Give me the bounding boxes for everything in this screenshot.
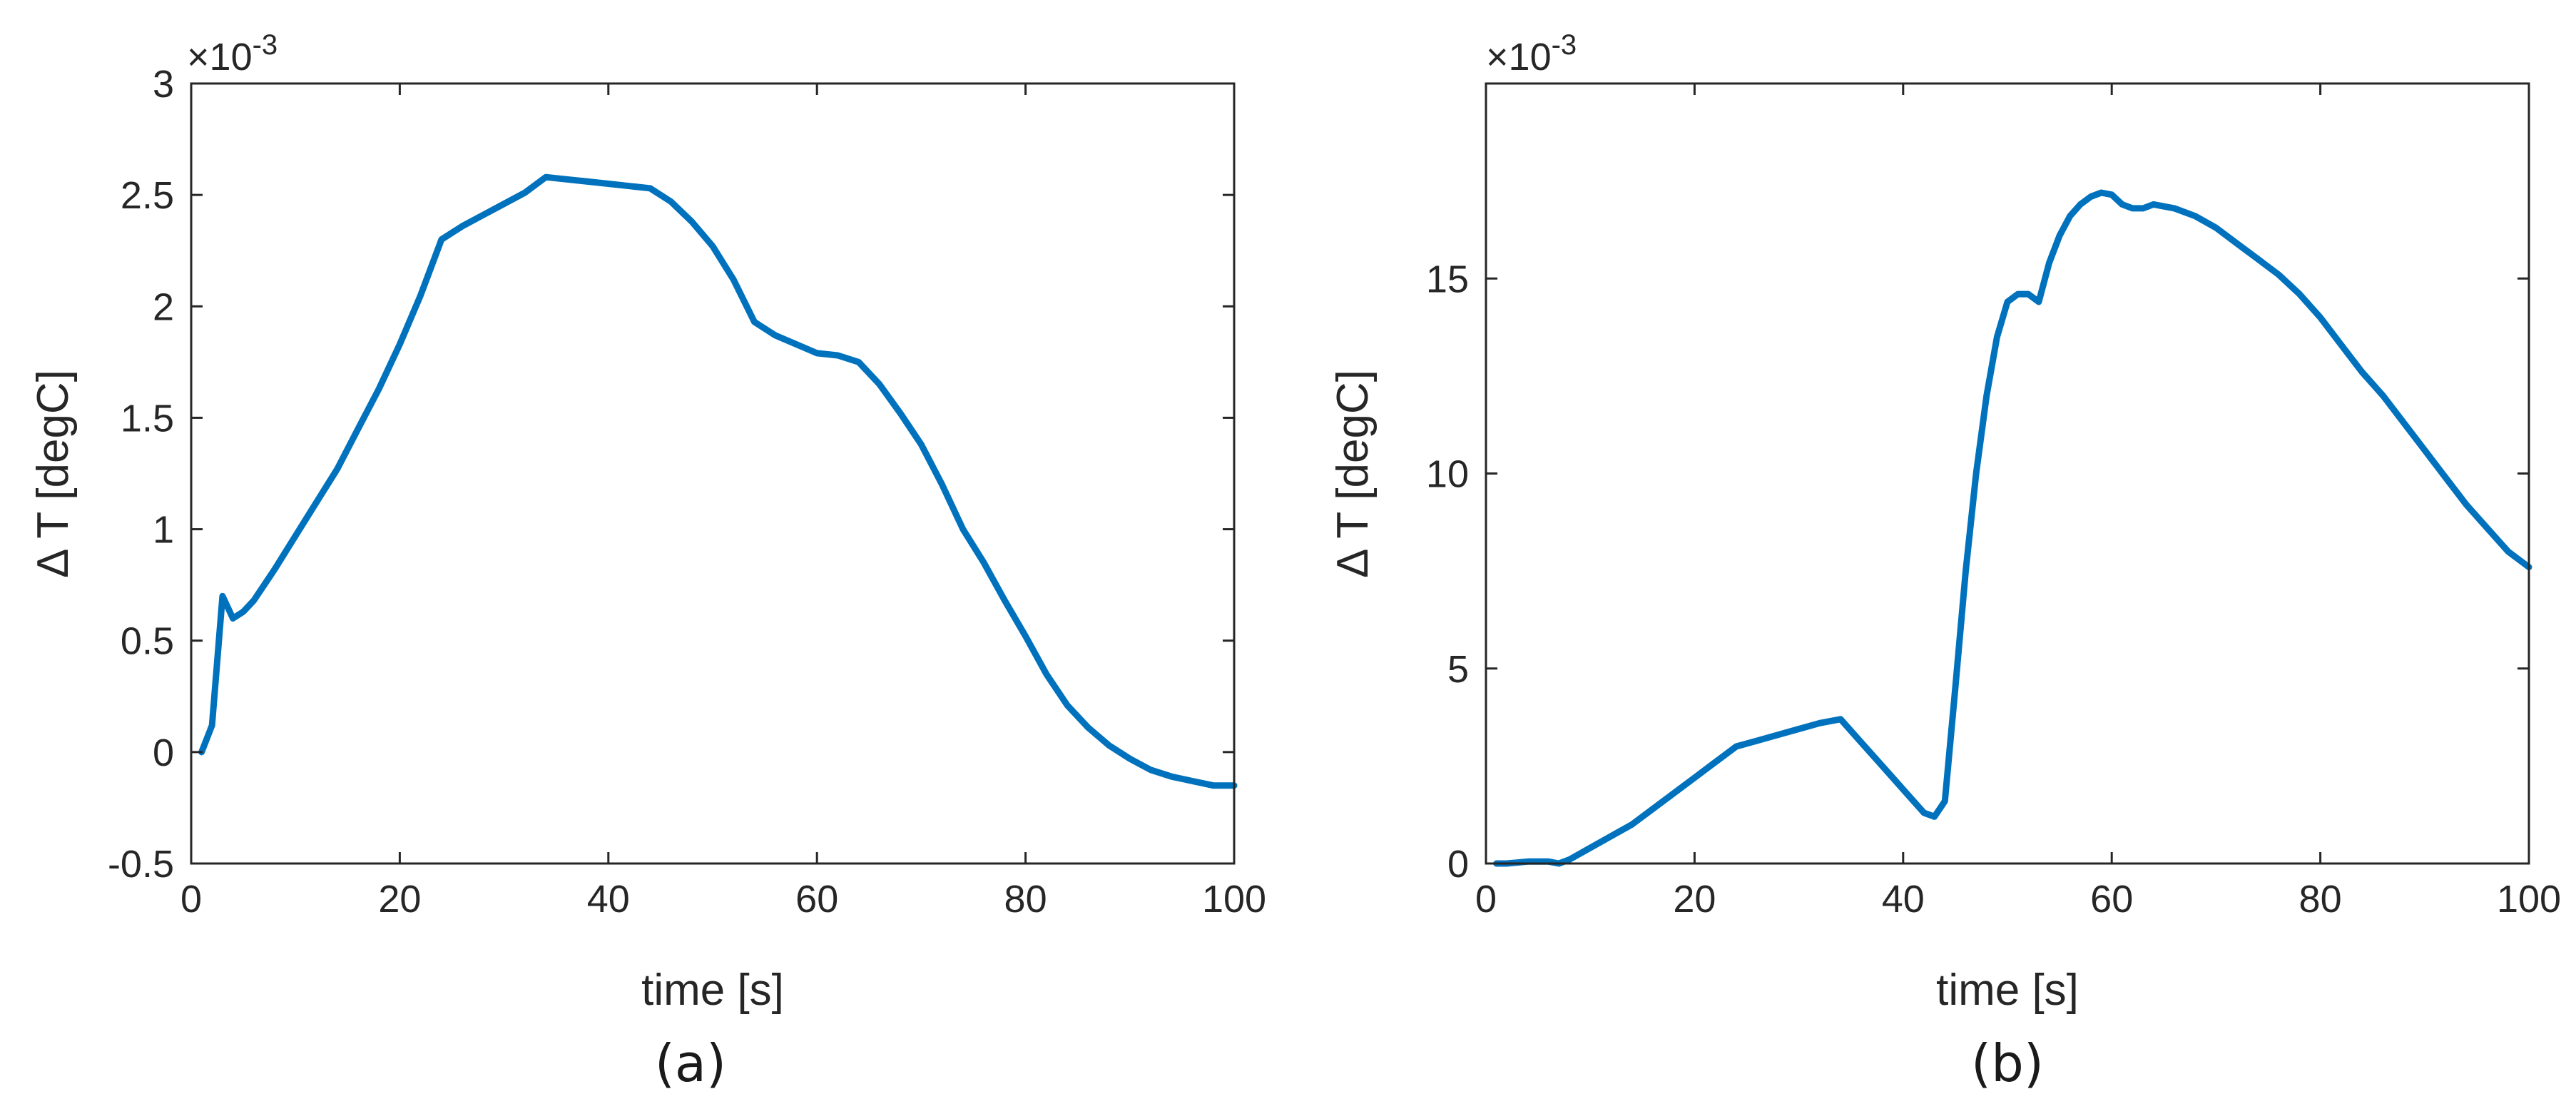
line-series-b	[1493, 189, 2532, 867]
y-tick-label-b: 15	[1426, 258, 1469, 300]
exponent-power-a: -3	[253, 29, 278, 61]
y-tick-label-a: 0.5	[121, 620, 174, 663]
ticks-a: 0 20 40 60 80 100-0.500.511.522.53	[108, 63, 1266, 921]
y-tick-label-a: 3	[153, 63, 174, 106]
y-axis-label-a: Δ T [degC]	[29, 370, 78, 578]
line-series-a	[198, 173, 1238, 789]
exponent-label-b: ×10-3	[1486, 29, 1577, 79]
y-tick-label-b: 0	[1447, 843, 1469, 886]
y-tick-label-b: 5	[1447, 648, 1469, 691]
x-axis-label-a: time [s]	[641, 966, 784, 1015]
x-tick-label-a: 100	[1202, 878, 1266, 921]
series-line-b	[1493, 189, 2532, 867]
y-tick-label-a: 1	[153, 509, 174, 552]
panel-caption-b: (b)	[1971, 1033, 2044, 1093]
axes-frame-b	[1485, 82, 2530, 865]
y-tick-label-a: 0	[153, 731, 174, 774]
x-tick-label-b: 0	[1475, 878, 1497, 921]
x-axis-label-b: time [s]	[1936, 966, 2079, 1015]
y-tick-label-a: -0.5	[108, 843, 174, 886]
ticks-b: 0 20 40 60 80 100 0 5 10 15	[1426, 83, 2561, 921]
y-tick-label-a: 2	[153, 285, 174, 328]
x-tick-label-b: 80	[2299, 878, 2342, 921]
x-tick-label-a: 60	[795, 878, 838, 921]
y-axis-label-b: Δ T [degC]	[1328, 370, 1378, 578]
chart-panel-b: 0 20 40 60 80 100 0 5 10 15 ×10-3 time [s] Δ T [d…	[1328, 29, 2561, 1093]
x-tick-label-a: 80	[1004, 878, 1047, 921]
panel-caption-a: (a)	[655, 1033, 726, 1093]
axes-frame-a	[190, 82, 1236, 865]
series-line-a	[198, 173, 1238, 789]
x-tick-label-a: 0	[180, 878, 202, 921]
y-tick-label-a: 1.5	[121, 397, 174, 440]
y-tick-label-b: 10	[1426, 453, 1469, 496]
exponent-base-a: ×10	[187, 36, 253, 79]
exponent-base-b: ×10	[1486, 36, 1552, 79]
x-tick-label-a: 40	[587, 878, 630, 921]
x-tick-label-b: 40	[1882, 878, 1925, 921]
exponent-label-a: ×10-3	[187, 29, 278, 79]
x-tick-label-b: 60	[2090, 878, 2133, 921]
x-tick-label-a: 20	[378, 878, 421, 921]
exponent-power-b: -3	[1552, 29, 1577, 61]
chart-panel-a: 0 20 40 60 80 100-0.500.511.522.53 ×10-3 time…	[29, 29, 1266, 1093]
y-tick-label-a: 2.5	[121, 174, 174, 217]
x-tick-label-b: 20	[1673, 878, 1716, 921]
x-tick-label-b: 100	[2497, 878, 2561, 921]
